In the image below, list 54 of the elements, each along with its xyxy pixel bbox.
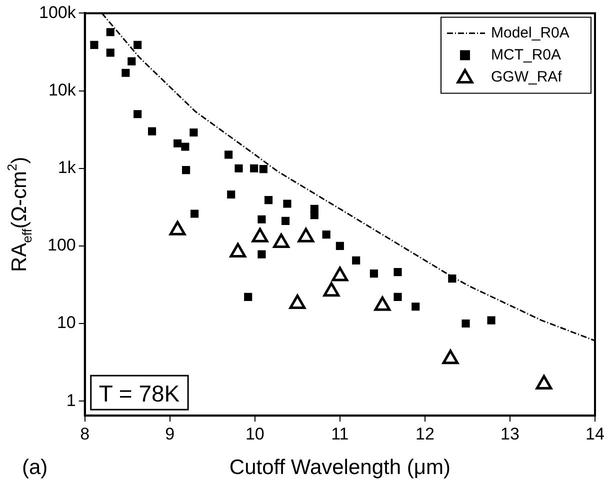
point xyxy=(370,270,378,278)
point xyxy=(190,210,199,218)
y-tick-label: 10k xyxy=(48,80,76,100)
x-tick-label: 11 xyxy=(331,424,349,444)
point xyxy=(352,256,360,264)
point xyxy=(394,268,402,276)
point xyxy=(181,142,190,151)
point xyxy=(234,164,243,172)
point xyxy=(122,68,130,77)
point xyxy=(322,230,330,239)
point xyxy=(227,190,236,199)
x-tick-label: 10 xyxy=(245,424,264,444)
point xyxy=(487,316,496,324)
legend-label: Model_R0A xyxy=(491,24,570,42)
x-tick-label: 12 xyxy=(415,424,434,444)
point xyxy=(259,165,268,174)
x-axis-title: Cutoff Wavelength (μm) xyxy=(229,456,450,479)
point xyxy=(412,302,420,311)
y-axis-title: RAeff(Ω-cm2) xyxy=(4,156,34,272)
point xyxy=(250,164,258,172)
point xyxy=(148,127,156,136)
point xyxy=(106,28,114,36)
point xyxy=(134,40,142,49)
point xyxy=(134,110,142,118)
point xyxy=(90,40,98,49)
x-tick-label: 9 xyxy=(165,424,175,444)
legend-label: GGW_RAf xyxy=(491,68,563,86)
point xyxy=(258,215,266,224)
point xyxy=(106,48,114,57)
point xyxy=(190,128,198,137)
point xyxy=(336,242,344,250)
point xyxy=(462,319,470,328)
point xyxy=(244,292,252,301)
point xyxy=(310,211,318,220)
point xyxy=(128,57,136,66)
x-tick-label: 8 xyxy=(80,424,90,444)
y-tick-label: 10 xyxy=(56,313,76,332)
annotation: T = 78K xyxy=(98,380,180,407)
point xyxy=(224,150,233,159)
point xyxy=(174,139,182,148)
point xyxy=(264,196,273,204)
y-tick-label: 1 xyxy=(66,390,76,410)
legend-label: MCT_R0A xyxy=(491,46,562,64)
point xyxy=(394,292,402,301)
y-tick-label: 1k xyxy=(58,158,76,178)
point xyxy=(258,250,266,258)
y-tick-label: 100k xyxy=(38,2,76,22)
point xyxy=(283,200,292,208)
point xyxy=(182,166,190,174)
point xyxy=(281,216,290,225)
text: (a) xyxy=(22,456,48,479)
x-tick-label: 13 xyxy=(500,424,520,444)
x-tick-label: 14 xyxy=(586,424,604,444)
y-tick-label: 100 xyxy=(47,236,76,255)
